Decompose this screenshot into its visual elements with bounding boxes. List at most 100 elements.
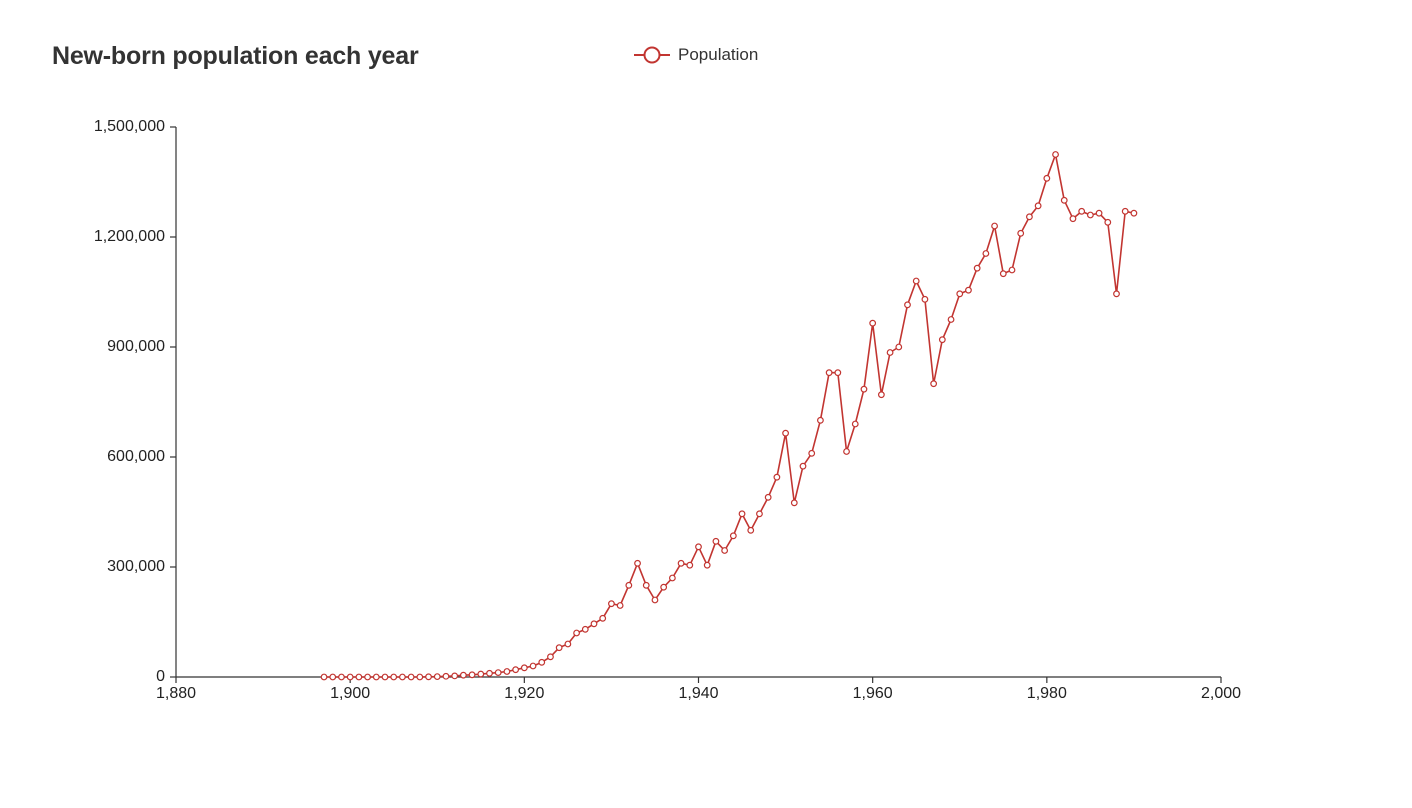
- data-point[interactable]: [1130, 209, 1138, 217]
- data-point[interactable]: [477, 670, 485, 678]
- data-point[interactable]: [886, 349, 894, 356]
- data-point[interactable]: [982, 250, 990, 257]
- data-point[interactable]: [956, 290, 964, 298]
- data-point[interactable]: [1121, 207, 1129, 215]
- data-point[interactable]: [965, 286, 972, 294]
- data-point[interactable]: [1017, 229, 1025, 237]
- data-point[interactable]: [1069, 215, 1077, 223]
- data-point[interactable]: [425, 673, 432, 681]
- data-point[interactable]: [938, 336, 946, 344]
- data-point[interactable]: [634, 559, 641, 567]
- data-point[interactable]: [703, 561, 711, 569]
- data-point[interactable]: [799, 462, 807, 470]
- data-point[interactable]: [1095, 209, 1103, 217]
- data-point[interactable]: [416, 673, 424, 681]
- data-point[interactable]: [1078, 207, 1086, 215]
- data-point[interactable]: [381, 673, 389, 681]
- data-point[interactable]: [851, 420, 859, 428]
- data-point[interactable]: [668, 574, 676, 582]
- data-point[interactable]: [390, 673, 398, 681]
- data-point[interactable]: [843, 448, 850, 455]
- data-point[interactable]: [747, 526, 755, 534]
- data-point[interactable]: [538, 658, 546, 666]
- y-tick-label: 1,200,000: [94, 228, 165, 245]
- data-point[interactable]: [764, 493, 772, 501]
- data-point[interactable]: [1026, 213, 1033, 221]
- data-point[interactable]: [721, 547, 729, 554]
- legend[interactable]: Population: [634, 43, 758, 67]
- data-point[interactable]: [1034, 202, 1042, 210]
- data-point[interactable]: [825, 369, 833, 377]
- data-point[interactable]: [686, 561, 694, 569]
- data-point[interactable]: [433, 673, 441, 681]
- data-point[interactable]: [973, 264, 981, 272]
- data-point[interactable]: [773, 473, 781, 481]
- data-point[interactable]: [651, 596, 659, 604]
- data-point[interactable]: [520, 664, 528, 672]
- data-point[interactable]: [590, 620, 598, 628]
- data-point[interactable]: [599, 614, 607, 622]
- data-point[interactable]: [729, 532, 737, 540]
- data-point[interactable]: [503, 668, 511, 675]
- data-point[interactable]: [468, 671, 476, 679]
- data-point[interactable]: [912, 277, 920, 285]
- data-point[interactable]: [547, 653, 554, 661]
- data-point[interactable]: [930, 380, 938, 388]
- data-point[interactable]: [338, 673, 345, 681]
- data-point[interactable]: [372, 673, 380, 681]
- data-point[interactable]: [712, 537, 720, 545]
- x-axis-ticks: 1,880 1,900 1,920 1,940 1,960 1,980 2,000: [156, 677, 1241, 702]
- data-point[interactable]: [494, 669, 502, 676]
- data-point[interactable]: [1104, 218, 1112, 226]
- data-point[interactable]: [660, 583, 668, 591]
- data-point[interactable]: [355, 673, 363, 681]
- data-point[interactable]: [486, 669, 493, 677]
- data-point[interactable]: [407, 673, 415, 681]
- data-point[interactable]: [451, 672, 459, 680]
- data-point[interactable]: [364, 673, 371, 681]
- data-point[interactable]: [642, 581, 650, 589]
- data-point[interactable]: [1113, 290, 1120, 298]
- data-point[interactable]: [895, 343, 903, 351]
- data-point[interactable]: [817, 416, 824, 424]
- data-point[interactable]: [564, 640, 572, 648]
- y-axis-ticks: 0 300,000 600,000 900,000 1,200,000 1,500,000: [94, 118, 176, 685]
- data-point[interactable]: [782, 429, 789, 437]
- data-point[interactable]: [1052, 151, 1059, 158]
- data-point[interactable]: [346, 673, 354, 681]
- data-point[interactable]: [904, 301, 911, 309]
- x-tick-label: 1,900: [330, 685, 370, 702]
- data-point[interactable]: [608, 600, 615, 608]
- data-point[interactable]: [1060, 196, 1068, 204]
- data-point[interactable]: [529, 662, 537, 670]
- data-point[interactable]: [738, 510, 746, 518]
- data-point[interactable]: [320, 673, 328, 681]
- data-point[interactable]: [756, 510, 763, 518]
- data-point[interactable]: [991, 222, 998, 230]
- data-point[interactable]: [625, 581, 633, 589]
- data-point[interactable]: [1043, 174, 1051, 182]
- data-point[interactable]: [399, 673, 406, 681]
- data-point[interactable]: [695, 543, 702, 551]
- data-point[interactable]: [921, 295, 929, 303]
- data-point[interactable]: [860, 385, 868, 393]
- data-point[interactable]: [581, 625, 589, 633]
- data-point[interactable]: [869, 319, 877, 327]
- data-point[interactable]: [808, 449, 816, 457]
- data-point[interactable]: [834, 369, 842, 377]
- data-point[interactable]: [573, 629, 580, 637]
- data-point[interactable]: [555, 644, 563, 652]
- data-point[interactable]: [329, 673, 337, 681]
- data-point[interactable]: [947, 316, 955, 323]
- data-point[interactable]: [677, 559, 685, 567]
- data-point[interactable]: [877, 391, 885, 399]
- data-point[interactable]: [999, 270, 1007, 278]
- data-point[interactable]: [790, 499, 798, 507]
- data-point[interactable]: [512, 666, 520, 674]
- data-point[interactable]: [616, 602, 624, 609]
- data-point[interactable]: [1086, 211, 1094, 219]
- data-point[interactable]: [459, 671, 467, 679]
- data-point[interactable]: [1008, 266, 1016, 274]
- data-point[interactable]: [442, 672, 450, 680]
